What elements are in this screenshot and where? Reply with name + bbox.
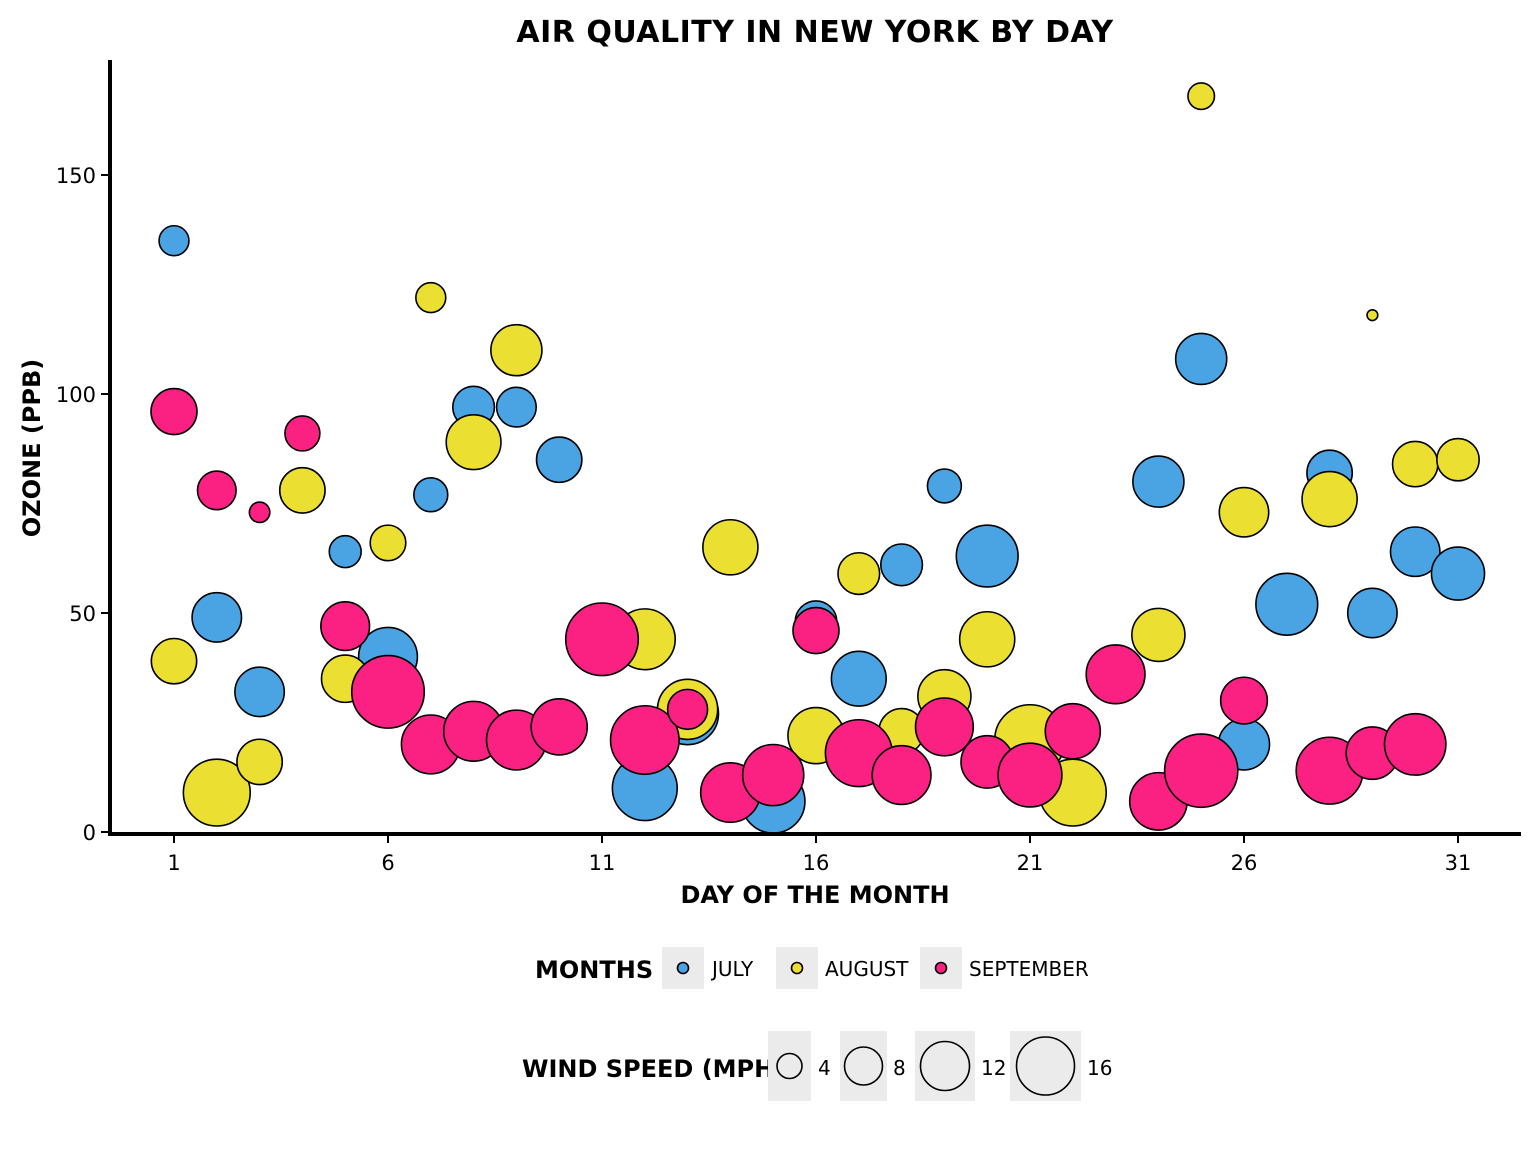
y-tick-label: 100 (56, 383, 96, 407)
size-key-16 (1015, 1036, 1076, 1096)
data-point-august (278, 466, 326, 514)
data-point-september (666, 688, 709, 731)
data-point-september (350, 654, 426, 729)
size-label-4: 4 (818, 1056, 831, 1080)
legend-label-august: AUGUST (825, 957, 909, 981)
y-tick-label: 0 (83, 821, 96, 845)
data-point-september (196, 470, 237, 511)
data-point-july (1346, 587, 1398, 639)
data-point-august (415, 281, 447, 314)
legend-label-july: JULY (710, 957, 754, 981)
data-point-september (914, 697, 975, 757)
data-point-september (564, 602, 640, 677)
data-point-september (1163, 733, 1239, 809)
data-point-september (1085, 644, 1146, 705)
data-point-august (236, 738, 284, 786)
size-key-8-bg (840, 1031, 887, 1101)
y-tick-label: 150 (56, 164, 96, 188)
x-axis-title: DAY OF THE MONTH (680, 881, 949, 909)
data-point-august (1436, 437, 1480, 482)
data-point-september (1383, 712, 1447, 776)
data-point-september (150, 387, 198, 436)
months-legend-title: MONTHS (535, 956, 653, 984)
data-point-september (1219, 676, 1269, 725)
size-label-12: 12 (981, 1056, 1006, 1080)
data-point-july (191, 591, 243, 643)
data-point-august (702, 518, 759, 576)
legend-key-july (676, 961, 690, 975)
data-point-august (150, 637, 198, 685)
data-point-july (879, 543, 924, 587)
data-point-september (530, 698, 589, 756)
data-point-july (535, 436, 583, 484)
data-point-july (1255, 572, 1319, 636)
data-point-august (958, 610, 1016, 668)
data-point-september (1044, 702, 1102, 760)
data-point-july (413, 476, 449, 513)
legend-label-september: SEPTEMBER (969, 957, 1089, 981)
size-label-16: 16 (1087, 1056, 1112, 1080)
data-point-august (1131, 607, 1186, 663)
x-tick-label: 31 (1445, 851, 1472, 875)
data-point-july (495, 386, 538, 428)
size-key-8 (843, 1046, 884, 1086)
data-point-september (609, 704, 680, 776)
data-point-september (248, 501, 271, 524)
data-point-august (1187, 82, 1216, 111)
x-tick-label: 1 (167, 851, 180, 875)
data-point-july (955, 524, 1019, 588)
data-point-september (792, 606, 840, 655)
legend-key-august (790, 961, 804, 975)
x-tick-label: 26 (1231, 851, 1258, 875)
data-point-september (284, 415, 321, 452)
legend-key-september (934, 961, 948, 975)
data-point-september (741, 743, 805, 807)
data-point-july (158, 224, 190, 257)
months-legend: MONTHS JULY AUGUST SEPTEMBER (535, 947, 1089, 989)
size-label-8: 8 (893, 1056, 906, 1080)
wind-speed-legend: WIND SPEED (MPH) 4 8 12 16 (522, 1031, 1112, 1101)
data-point-july (328, 534, 362, 569)
wind-legend-title: WIND SPEED (MPH) (522, 1055, 785, 1083)
x-tick-label: 21 (1017, 851, 1044, 875)
data-point-august (837, 551, 881, 596)
size-key-16-bg (1010, 1031, 1081, 1101)
chart-title: AIR QUALITY IN NEW YORK BY DAY (516, 15, 1114, 50)
data-points (150, 82, 1486, 834)
data-point-august (490, 323, 543, 377)
data-point-september (320, 600, 371, 652)
data-point-august (1366, 308, 1379, 322)
data-point-august (1218, 486, 1270, 538)
data-point-july (234, 666, 286, 718)
data-point-july (1174, 332, 1228, 386)
size-key-12-bg (915, 1031, 975, 1101)
y-tick-label: 50 (69, 602, 96, 626)
data-point-august (1391, 440, 1439, 488)
x-tick-label: 11 (589, 851, 616, 875)
data-point-july (1389, 526, 1441, 578)
data-point-august (1301, 470, 1358, 528)
data-point-september (871, 744, 932, 806)
data-point-july (1430, 546, 1486, 601)
size-key-4 (776, 1052, 803, 1080)
data-point-august (182, 758, 252, 827)
data-point-august (369, 524, 407, 562)
data-point-august (445, 414, 502, 471)
size-key-12 (919, 1040, 971, 1092)
data-point-july (926, 468, 963, 504)
data-point-september (997, 742, 1063, 808)
size-key-4-bg (768, 1031, 811, 1101)
x-tick-label: 6 (381, 851, 394, 875)
x-tick-label: 16 (803, 851, 830, 875)
y-axis-title: OZONE (PPB) (18, 359, 46, 537)
data-point-july (830, 650, 887, 707)
data-point-july (1132, 455, 1185, 508)
